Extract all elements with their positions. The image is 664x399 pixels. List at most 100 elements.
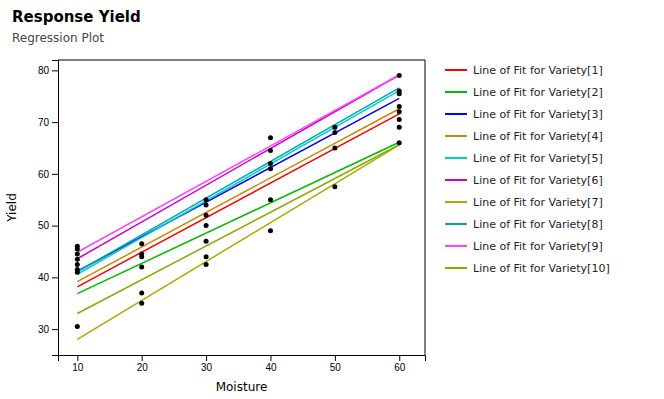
fit-line (77, 114, 399, 287)
y-axis-tick: 50 (38, 220, 58, 231)
x-axis-tick-mark (335, 355, 336, 361)
scatter-point (397, 117, 402, 122)
legend-swatch (445, 245, 467, 247)
x-axis-title: Moisture (216, 380, 268, 394)
legend-swatch (445, 201, 467, 203)
scatter-point (204, 197, 209, 202)
x-axis-tick-label: 40 (265, 362, 277, 373)
y-axis-tick: 30 (38, 324, 58, 335)
scatter-point (204, 213, 209, 218)
scatter-point (268, 135, 273, 140)
x-axis-tick-mark (399, 355, 400, 361)
frame-top (58, 60, 425, 61)
legend: Line of Fit for Variety[1] Line of Fit fo… (445, 64, 610, 275)
x-axis-tick-label: 10 (72, 362, 84, 373)
y-axis-tick-label: 40 (38, 272, 50, 283)
scatter-point (139, 290, 144, 295)
legend-item: Line of Fit for Variety[1] (445, 64, 603, 77)
fit-line (77, 145, 399, 340)
fit-line (77, 98, 399, 271)
scatter-point (397, 109, 402, 114)
legend-swatch (445, 113, 467, 115)
x-axis-tick-mark (142, 355, 143, 361)
y-axis-tick-mark (52, 277, 58, 278)
scatter-point (268, 228, 273, 233)
y-axis-tick-mark (52, 70, 58, 71)
x-axis: 10 20 30 40 50 60 (59, 355, 426, 373)
scatter-point (397, 125, 402, 130)
x-axis-tick-label: 50 (330, 362, 342, 373)
x-axis-tick: 40 (265, 355, 277, 373)
legend-label: Line of Fit for Variety[9] (473, 240, 603, 253)
fit-line (77, 75, 399, 259)
scatter-point (139, 301, 144, 306)
x-axis-tick-label: 60 (394, 362, 406, 373)
scatter-point (332, 125, 337, 130)
y-axis: 304050607080 (38, 61, 59, 356)
y-axis-tick-mark (52, 329, 58, 330)
scatter-point (397, 104, 402, 109)
legend-label: Line of Fit for Variety[7] (473, 196, 603, 209)
fit-line (77, 109, 399, 282)
scatter-point (204, 254, 209, 259)
legend-label: Line of Fit for Variety[6] (473, 174, 603, 187)
x-axis-line (59, 356, 426, 362)
x-axis-tick-mark (77, 355, 78, 361)
y-axis-title: Yield (5, 193, 19, 223)
scatter-point (204, 223, 209, 228)
scatter-point (75, 257, 80, 262)
y-axis-tick: 40 (38, 272, 58, 283)
legend-swatch (445, 157, 467, 159)
legend-item: Line of Fit for Variety[7] (445, 196, 603, 209)
legend-swatch (445, 179, 467, 181)
scatter-point (204, 202, 209, 207)
legend-swatch (445, 267, 467, 269)
fit-line (77, 142, 399, 293)
legend-item: Line of Fit for Variety[10] (445, 262, 610, 275)
marks (75, 73, 402, 339)
legend-label: Line of Fit for Variety[1] (473, 64, 603, 77)
x-axis-tick: 50 (330, 355, 342, 373)
legend-item: Line of Fit for Variety[8] (445, 218, 603, 231)
y-axis-tick: 80 (38, 65, 58, 76)
x-axis-tick-label: 20 (137, 362, 149, 373)
legend-item: Line of Fit for Variety[2] (445, 86, 603, 99)
legend-label: Line of Fit for Variety[8] (473, 218, 603, 231)
scatter-point (139, 265, 144, 270)
x-axis-tick-label: 30 (201, 362, 213, 373)
legend-item: Line of Fit for Variety[4] (445, 130, 603, 143)
scatter-point (75, 244, 80, 249)
x-axis-tick: 10 (72, 355, 84, 373)
scatter-point (268, 166, 273, 171)
scatter-point (204, 262, 209, 267)
plot-area: 102030405060304050607080 (38, 60, 426, 373)
legend-label: Line of Fit for Variety[4] (473, 130, 603, 143)
scatter-point (75, 252, 80, 257)
x-axis-tick: 60 (394, 355, 406, 373)
fit-line (77, 91, 399, 275)
scatter-point (75, 324, 80, 329)
y-axis-line (52, 61, 59, 356)
scatter-point (139, 252, 144, 257)
legend-label: Line of Fit for Variety[2] (473, 86, 603, 99)
scatter-point (75, 262, 80, 267)
legend-swatch (445, 69, 467, 71)
y-axis-tick-label: 80 (38, 65, 50, 76)
scatter-point (75, 267, 80, 272)
fit-line (77, 88, 399, 272)
legend-item: Line of Fit for Variety[9] (445, 240, 603, 253)
legend-item: Line of Fit for Variety[5] (445, 152, 603, 165)
y-axis-tick-label: 50 (38, 220, 50, 231)
legend-swatch (445, 223, 467, 225)
scatter-point (139, 241, 144, 246)
fit-line (77, 75, 399, 252)
legend-item: Line of Fit for Variety[3] (445, 108, 603, 121)
legend-label: Line of Fit for Variety[5] (473, 152, 603, 165)
scatter-point (268, 197, 273, 202)
y-axis-tick: 60 (38, 169, 58, 180)
chart: Response YieldRegression Plot10203040506… (0, 0, 664, 399)
scatter-point (397, 89, 402, 94)
scatter-point (268, 161, 273, 166)
scatter-point (397, 140, 402, 145)
fit-line (77, 145, 399, 314)
